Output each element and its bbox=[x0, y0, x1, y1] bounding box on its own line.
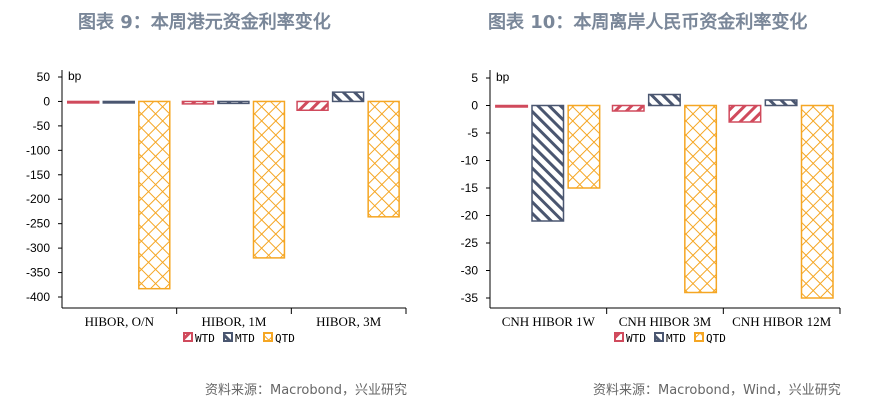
legend-label: WTD bbox=[626, 332, 646, 345]
bar-qtd bbox=[252, 100, 286, 259]
legend-label: QTD bbox=[706, 332, 726, 345]
unit-label: bp bbox=[68, 69, 82, 83]
y-tick-label: -350 bbox=[26, 266, 50, 280]
category-label: HIBOR, 1M bbox=[201, 314, 266, 329]
chart1-title: 图表 9：本周港元资金利率变化 bbox=[78, 12, 331, 33]
bar-mtd bbox=[764, 99, 798, 107]
bar-qtd bbox=[138, 100, 171, 290]
y-tick-label: -5 bbox=[467, 126, 478, 140]
category-label: CNH HIBOR 3M bbox=[619, 314, 712, 329]
bar-qtd bbox=[367, 100, 400, 218]
bar-qtd bbox=[567, 104, 601, 189]
category-label: CNH HIBOR 1W bbox=[502, 314, 596, 329]
bar-mtd bbox=[531, 104, 565, 222]
bar-qtd bbox=[684, 104, 718, 294]
bar-wtd bbox=[495, 104, 529, 108]
y-tick-label: -30 bbox=[461, 264, 479, 278]
bar-mtd bbox=[331, 91, 365, 103]
legend-label: WTD bbox=[195, 332, 215, 345]
y-tick-label: -10 bbox=[461, 154, 479, 168]
unit-label: bp bbox=[496, 70, 510, 84]
legend-label: MTD bbox=[666, 332, 686, 345]
y-tick-label: -200 bbox=[26, 192, 50, 206]
category-label: CNH HIBOR 12M bbox=[732, 314, 831, 329]
y-tick-label: -20 bbox=[461, 209, 479, 223]
y-tick-label: -35 bbox=[461, 291, 479, 305]
category-label: HIBOR, O/N bbox=[85, 314, 155, 329]
bar-wtd bbox=[728, 104, 762, 123]
category-label: HIBOR, 3M bbox=[316, 314, 381, 329]
y-tick-label: -50 bbox=[33, 119, 51, 133]
y-tick-label: -400 bbox=[26, 290, 50, 304]
bar-mtd bbox=[217, 100, 250, 105]
bar-qtd bbox=[800, 104, 834, 299]
y-tick-label: -15 bbox=[461, 181, 479, 195]
y-tick-label: -250 bbox=[26, 217, 50, 231]
bar-mtd bbox=[647, 93, 681, 107]
y-tick-label: -150 bbox=[26, 168, 50, 182]
legend-swatch bbox=[654, 332, 664, 342]
y-tick-label: 50 bbox=[37, 70, 51, 84]
y-tick-label: -25 bbox=[461, 236, 479, 250]
legend-swatch bbox=[223, 332, 233, 342]
y-tick-label: 0 bbox=[43, 94, 50, 108]
legend-label: MTD bbox=[235, 332, 255, 345]
legend-label: QTD bbox=[275, 332, 295, 345]
bar-wtd bbox=[181, 100, 215, 105]
bar-wtd bbox=[296, 100, 329, 111]
y-tick-label: 5 bbox=[471, 71, 478, 85]
chart2-source: 资料来源：Macrobond，Wind，兴业研究 bbox=[593, 383, 841, 398]
chart1-source: 资料来源：Macrobond，兴业研究 bbox=[205, 383, 408, 398]
legend-swatch bbox=[263, 332, 273, 342]
y-tick-label: -100 bbox=[26, 143, 50, 157]
legend-swatch bbox=[614, 332, 624, 342]
legend-swatch bbox=[694, 332, 704, 342]
chart2-title: 图表 10：本周离岸人民币资金利率变化 bbox=[488, 12, 808, 33]
bar-wtd bbox=[66, 100, 100, 104]
bar-wtd bbox=[611, 104, 645, 112]
legend-swatch bbox=[183, 332, 193, 342]
bar-mtd bbox=[102, 100, 135, 104]
y-tick-label: 0 bbox=[471, 99, 478, 113]
y-tick-label: -300 bbox=[26, 241, 50, 255]
